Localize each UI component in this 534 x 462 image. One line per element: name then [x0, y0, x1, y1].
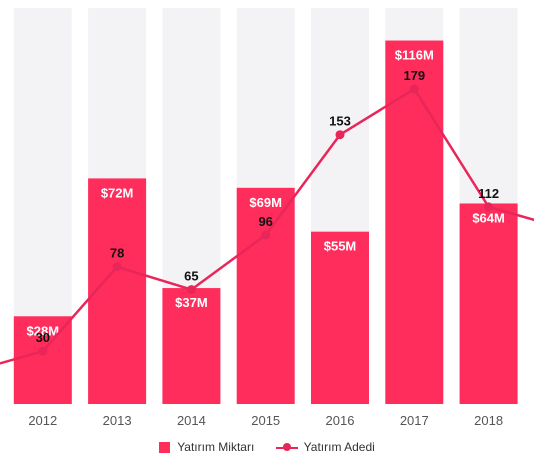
bar-2014[interactable] — [162, 288, 221, 404]
line-label-2014: 65 — [184, 269, 198, 284]
investment-count-labels: 30 78 65 96 153 179 112 — [36, 68, 500, 345]
bar-label-2015: $69M — [249, 195, 282, 210]
line-point-2016[interactable] — [335, 130, 345, 140]
legend-item-count[interactable]: Yatırım Adedi — [275, 440, 375, 454]
line-point-2014[interactable] — [186, 285, 196, 295]
line-label-2012: 30 — [36, 330, 50, 345]
bar-2015[interactable] — [236, 187, 295, 404]
line-label-2015: 96 — [258, 214, 272, 229]
legend-label-count: Yatırım Adedi — [303, 440, 375, 454]
bar-2017[interactable] — [385, 40, 444, 405]
bar-label-2014: $37M — [175, 295, 208, 310]
legend-label-amount: Yatırım Miktarı — [177, 440, 255, 454]
bar-label-2013: $72M — [101, 185, 134, 200]
year-label-2018: 2018 — [474, 413, 503, 428]
bar-2016[interactable] — [311, 231, 369, 404]
x-axis-year-labels: 2012 2013 2014 2015 2016 2017 2018 — [28, 413, 503, 428]
line-label-2017: 179 — [403, 68, 425, 83]
year-label-2014: 2014 — [177, 413, 206, 428]
investment-amount-labels: $28M $72M $37M $69M $55M $116M $64M — [27, 48, 505, 339]
line-point-2017[interactable] — [409, 84, 419, 94]
bar-label-2018: $64M — [472, 210, 505, 225]
combo-chart: $28M $72M $37M $69M $55M $116M $64M 30 78 65 96 15… — [0, 8, 534, 428]
line-point-2012[interactable] — [38, 346, 48, 356]
year-label-2015: 2015 — [251, 413, 280, 428]
year-label-2013: 2013 — [103, 413, 132, 428]
bar-label-2016: $55M — [324, 239, 357, 254]
year-label-2017: 2017 — [400, 413, 429, 428]
legend: Yatırım Miktarı Yatırım Adedi — [0, 440, 534, 456]
legend-item-amount[interactable]: Yatırım Miktarı — [159, 440, 254, 454]
line-point-2015[interactable] — [261, 230, 271, 240]
line-point-2013[interactable] — [112, 262, 122, 272]
line-label-2018: 112 — [478, 186, 499, 201]
bar-label-2012: $28M — [27, 323, 60, 338]
bar-2018[interactable] — [459, 203, 518, 404]
bar-label-2017: $116M — [395, 48, 434, 63]
year-label-2016: 2016 — [326, 413, 355, 428]
legend-bar-swatch-icon — [159, 441, 171, 453]
investment-count-line — [0, 84, 534, 365]
bar-2013[interactable] — [88, 178, 147, 404]
legend-line-marker-icon — [275, 442, 298, 453]
line-label-2013: 78 — [110, 246, 124, 261]
line-point-2018[interactable] — [484, 202, 494, 212]
line-label-2016: 153 — [329, 114, 351, 129]
year-label-2012: 2012 — [28, 413, 57, 428]
